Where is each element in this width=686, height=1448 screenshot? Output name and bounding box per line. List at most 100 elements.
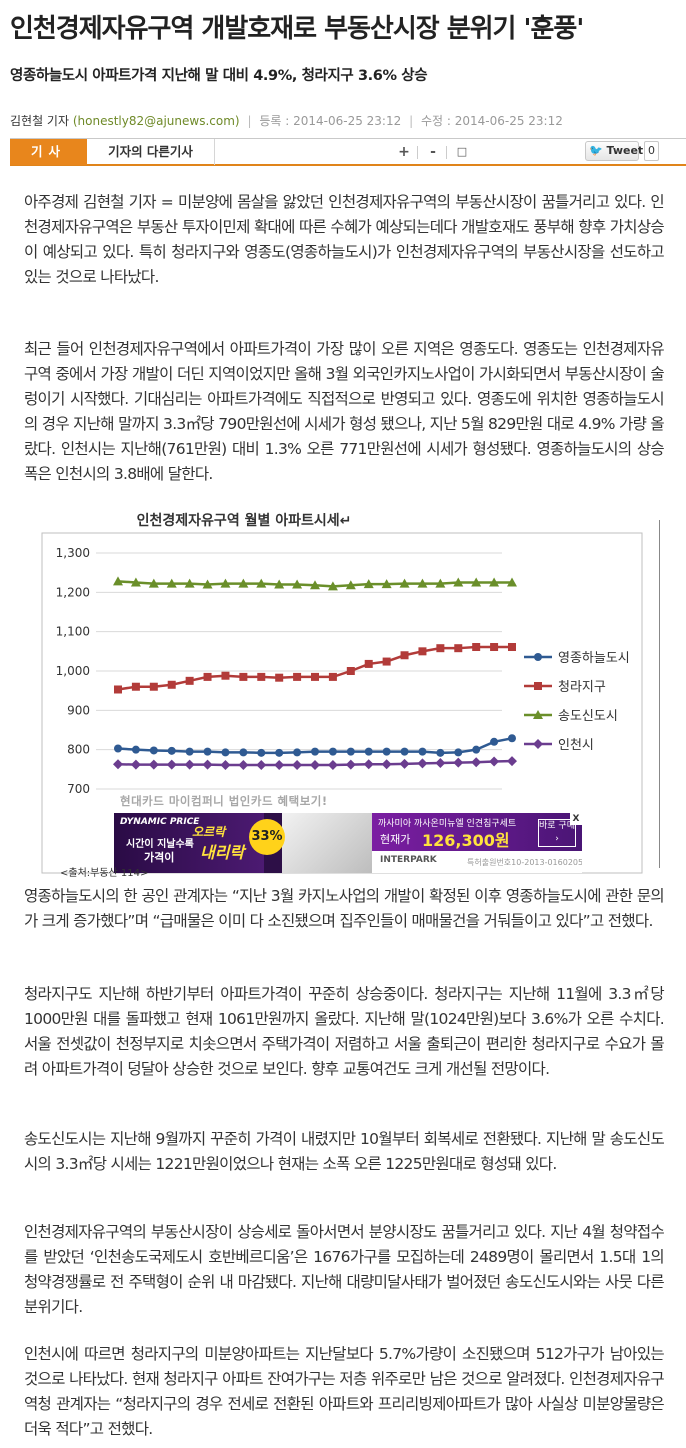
article-paragraph: 최근 들어 인천경제자유구역에서 아파트가격이 가장 많이 오른 지역은 영종도… [24, 340, 665, 483]
data-point [490, 643, 499, 652]
data-point [184, 759, 195, 770]
font-decrease-button[interactable]: - [430, 144, 436, 160]
ad-right-panel: 까사미아 까사온미뉴엘 인견침구세트 현재가 126,300원 바로 구매 › … [372, 813, 582, 873]
data-point [508, 734, 516, 743]
tweet-label: Tweet [606, 144, 644, 157]
ad-discount-badge: 33% [249, 819, 285, 855]
data-point [489, 756, 500, 767]
data-point [418, 647, 427, 656]
data-point [453, 577, 464, 587]
data-point [507, 577, 517, 587]
legend-marker [533, 739, 543, 749]
author-name[interactable]: 김현철 기자 [10, 114, 70, 128]
data-point [113, 576, 123, 586]
data-point [399, 758, 410, 769]
data-point [256, 578, 267, 588]
data-point [363, 759, 374, 770]
data-point [489, 577, 500, 587]
data-point [148, 578, 159, 588]
data-point [167, 746, 176, 755]
ad-price-label: 현재가 [380, 833, 411, 846]
author-email[interactable]: (honestly82@ajunews.com) [72, 114, 240, 128]
data-point [472, 643, 481, 652]
data-point [149, 682, 158, 691]
data-point [220, 760, 231, 771]
data-point [418, 747, 427, 756]
article-paragraph: 송도신도시는 지난해 9월까지 꾸준히 가격이 내렸지만 10월부터 회복세로 … [24, 1130, 665, 1173]
chart-source: <출처:부동산 114> [60, 868, 149, 879]
article-toolbar: 기사 기자의 다른기사 + - □ 🐦 Tweet 0 [10, 138, 686, 166]
data-point [310, 580, 320, 590]
data-point [275, 673, 284, 682]
data-point [257, 748, 266, 757]
data-point [381, 579, 392, 589]
data-point [436, 748, 445, 757]
data-point [363, 579, 374, 589]
data-point [311, 747, 319, 756]
ad-tagline: 오르락 [192, 825, 226, 839]
tab-article[interactable]: 기사 [10, 139, 87, 165]
data-point [166, 578, 177, 588]
ad-brand: DYNAMIC PRICE [120, 817, 200, 827]
ad-tagline: 가격이 [144, 851, 175, 864]
ad-overlay-text[interactable]: 현대카드 마이컴퍼니 법인카드 혜택보기! [120, 794, 328, 808]
data-point [274, 579, 285, 589]
legend-label: 청라지구 [558, 680, 606, 695]
ad-product-image [282, 813, 372, 873]
data-point [114, 744, 122, 753]
data-point [327, 581, 338, 591]
chart-title: 인천경제자유구역 월별 아파트시세↵ [137, 512, 352, 529]
data-point [130, 577, 141, 587]
y-tick-label: 800 [67, 743, 90, 757]
legend-label: 송도신도시 [558, 709, 618, 724]
data-point [114, 685, 122, 694]
print-icon[interactable]: □ [456, 145, 468, 158]
data-point [345, 759, 356, 770]
data-point [166, 759, 177, 770]
article-header: 인천경제자유구역 개발호재로 부동산시장 분위기 '훈풍' 영종하늘도시 아파트… [0, 0, 686, 130]
data-point [399, 578, 410, 588]
ad-store-logo: INTERPARK [380, 855, 437, 865]
article-subtitle: 영종하늘도시 아파트가격 지난해 말 대비 4.9%, 청라지구 3.6% 상승 [10, 68, 428, 84]
data-point [454, 644, 463, 653]
data-point [508, 643, 516, 652]
data-point [292, 579, 303, 589]
data-point [220, 578, 231, 588]
data-point [185, 676, 194, 685]
data-point [435, 578, 446, 588]
data-point [400, 747, 409, 756]
ad-price-panel: 까사미아 까사온미뉴엘 인견침구세트 현재가 126,300원 바로 구매 › [372, 813, 582, 851]
legend-marker [534, 682, 542, 690]
y-tick-label: 1,300 [56, 546, 90, 560]
data-point [400, 651, 409, 660]
data-point [221, 748, 230, 757]
data-point [239, 748, 248, 757]
ad-close-icon[interactable]: X [570, 813, 582, 825]
data-point [238, 578, 249, 588]
tab-other-articles[interactable]: 기자의 다른기사 [87, 139, 215, 165]
modified-label: 수정 : [420, 114, 451, 128]
data-point [130, 759, 141, 770]
data-point [435, 758, 446, 769]
data-point [311, 672, 319, 681]
data-point [256, 760, 267, 771]
data-point [148, 759, 159, 770]
ad-buy-button[interactable]: 바로 구매 › [538, 819, 576, 847]
data-point [345, 580, 356, 590]
legend-marker [533, 710, 543, 719]
data-point [328, 747, 337, 756]
data-point [149, 746, 158, 755]
data-point [417, 758, 428, 769]
banner-ad[interactable]: DYNAMIC PRICE 시간이 지날수록 가격이 오르락 내리락 33% 까… [114, 813, 582, 873]
twitter-bird-icon: 🐦 [589, 144, 603, 157]
font-increase-button[interactable]: + [398, 144, 410, 160]
legend-marker [534, 653, 542, 661]
data-point [346, 747, 355, 756]
data-point [131, 682, 140, 691]
data-point [274, 760, 285, 771]
y-tick-label: 1,100 [56, 625, 90, 639]
data-point [292, 760, 303, 771]
data-point [203, 672, 212, 681]
tweet-button[interactable]: 🐦 Tweet [585, 141, 643, 161]
ad-price: 126,300원 [422, 831, 510, 850]
